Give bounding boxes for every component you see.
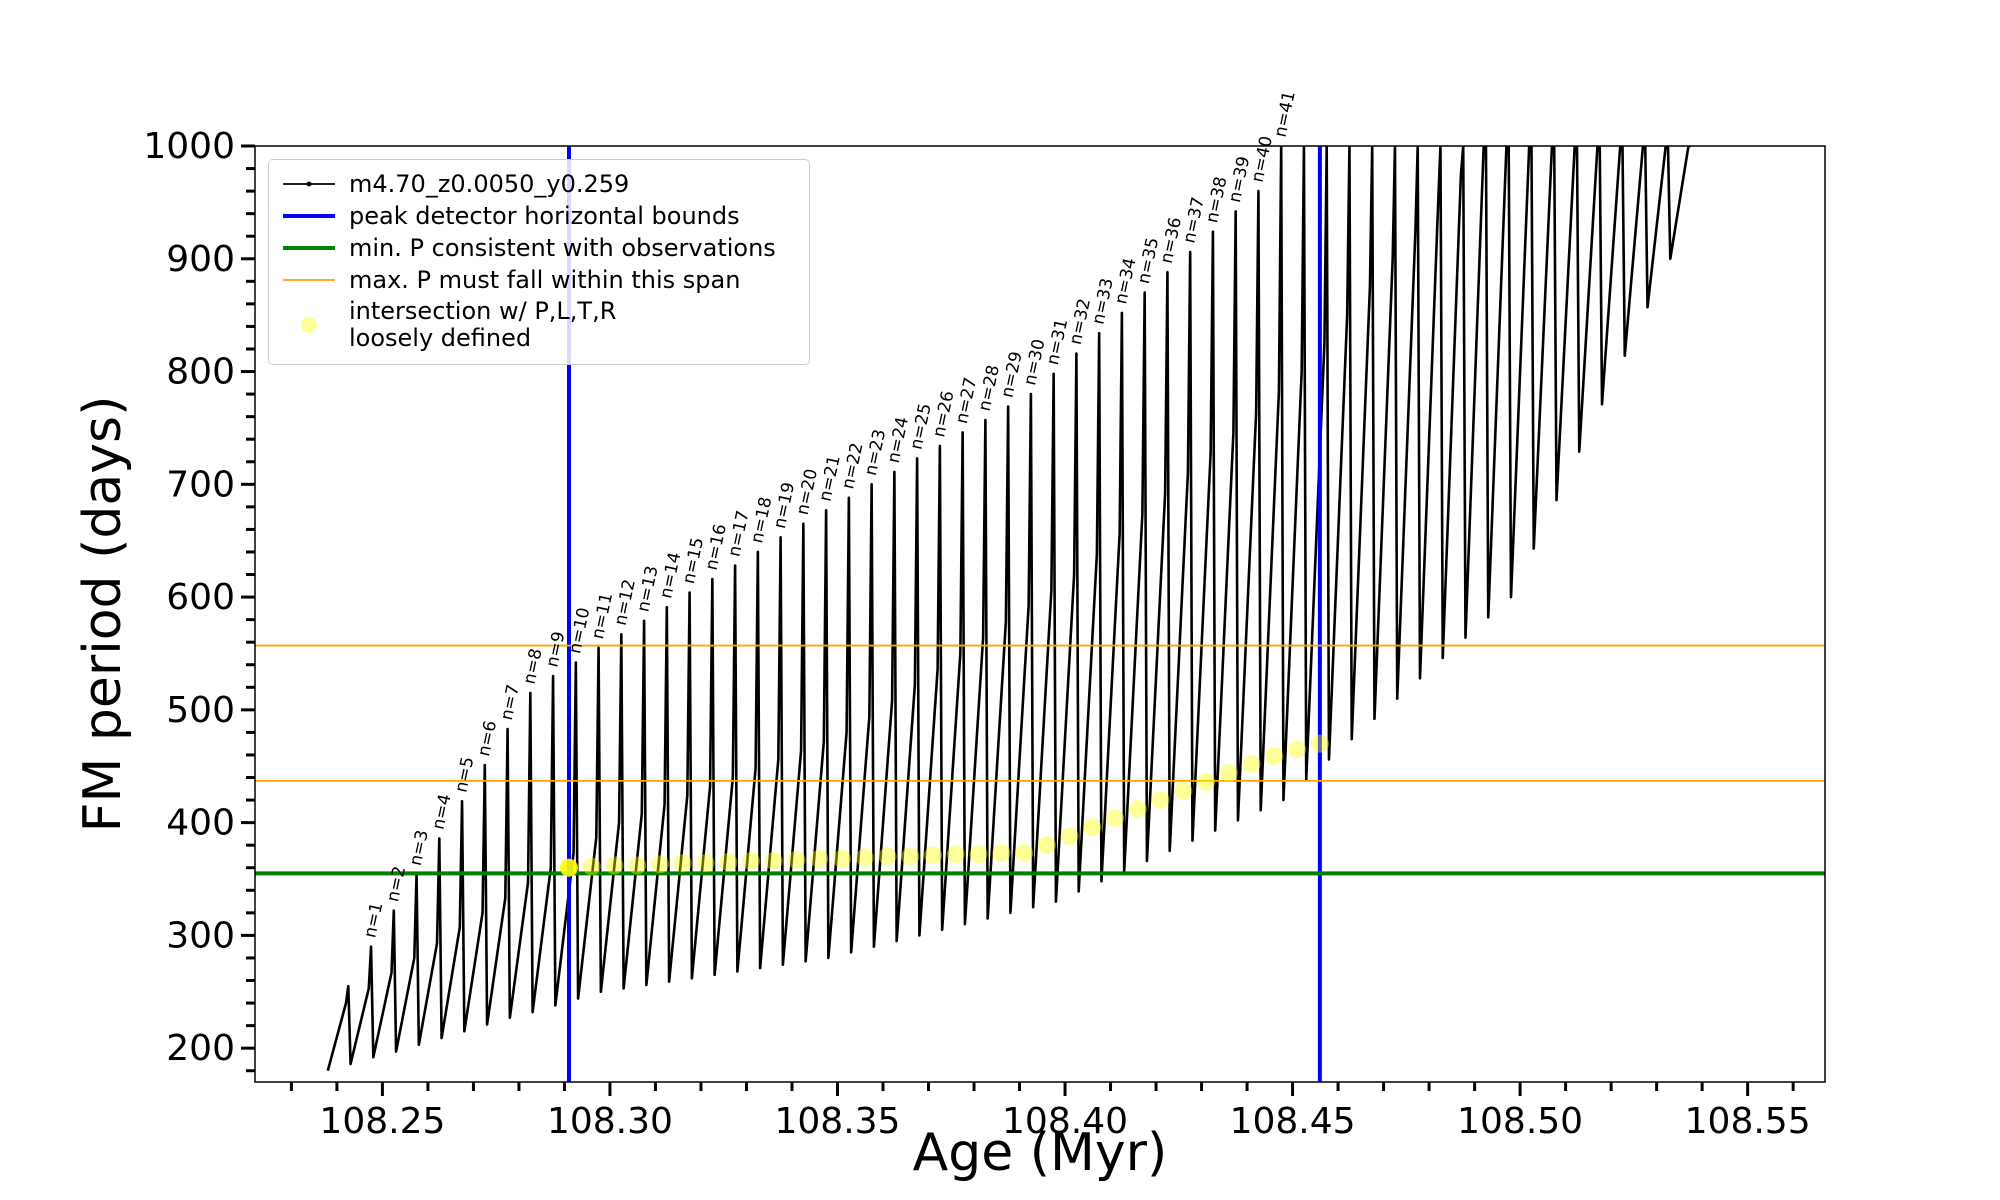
intersection-point: [787, 850, 806, 869]
intersection-point: [855, 848, 874, 867]
legend-swatch: [283, 246, 335, 250]
x-tick-label: 108.25: [319, 1101, 445, 1142]
intersection-point: [651, 855, 670, 874]
intersection-point: [1060, 827, 1079, 846]
peak-label: n=40: [1248, 134, 1277, 184]
legend-entry: max. P must fall within this span: [269, 266, 809, 294]
peak-label: n=4: [429, 792, 456, 831]
x-tick-label: 108.30: [547, 1101, 673, 1142]
legend-label: m4.70_z0.0050_y0.259: [349, 169, 630, 198]
y-tick-label: 800: [166, 352, 235, 393]
intersection-point: [810, 849, 829, 868]
peak-label: n=2: [383, 864, 410, 903]
intersection-point: [992, 844, 1011, 863]
intersection-point: [1174, 782, 1193, 801]
x-tick-label: 108.55: [1685, 1101, 1811, 1142]
legend-label: max. P must fall within this span: [349, 265, 741, 294]
intersection-point: [1151, 791, 1170, 810]
x-axis-title: Age (Myr): [913, 1123, 1168, 1183]
intersection-point: [901, 847, 920, 866]
model-track: [326, 146, 1691, 1072]
intersection-point: [878, 847, 897, 866]
intersection-point: [924, 846, 943, 865]
peak-label: n=1: [360, 900, 387, 939]
axes-frame: [254, 145, 1826, 1083]
intersection-point: [1265, 747, 1284, 766]
y-tick-label: 900: [166, 239, 235, 280]
peak-label: n=7: [497, 683, 524, 722]
legend-entry: intersection w/ P,L,T,R loosely defined: [269, 298, 809, 352]
intersection-point: [1015, 844, 1034, 863]
intersection-point: [969, 845, 988, 864]
peak-label: n=6: [474, 719, 501, 758]
intersection-point: [696, 854, 715, 873]
peak-label: n=5: [451, 755, 478, 794]
intersection-point: [628, 856, 647, 875]
intersection-point: [582, 857, 601, 876]
intersection-point: [742, 851, 761, 870]
peak-label: n=41: [1271, 89, 1300, 139]
intersection-point: [764, 851, 783, 870]
intersection-point: [560, 858, 578, 877]
intersection-point: [946, 845, 965, 864]
plot-area: [255, 146, 1825, 1082]
peak-label: n=8: [520, 647, 547, 686]
x-tick-label: 108.40: [1002, 1101, 1128, 1142]
legend-dot: [306, 181, 312, 187]
legend-label: min. P consistent with observations: [349, 233, 776, 262]
intersection-point: [1197, 773, 1216, 792]
legend-label: intersection w/ P,L,T,R loosely defined: [349, 297, 617, 352]
intersection-point: [1037, 836, 1056, 855]
intersection-point: [1219, 764, 1238, 783]
x-tick-label: 108.50: [1457, 1101, 1583, 1142]
intersection-point: [1083, 818, 1102, 837]
legend-swatch: [283, 181, 335, 187]
y-tick-label: 400: [166, 803, 235, 844]
intersection-point: [1106, 809, 1125, 828]
intersection-point: [1288, 740, 1307, 759]
y-tick-label: 600: [166, 577, 235, 618]
intersection-point: [1128, 800, 1147, 819]
intersection-point: [605, 856, 624, 875]
legend-entry: peak detector horizontal bounds: [269, 202, 809, 230]
x-tick-label: 108.35: [775, 1101, 901, 1142]
y-tick-label: 200: [166, 1028, 235, 1069]
y-axis-title: FM period (days): [73, 396, 133, 833]
intersection-point: [719, 853, 738, 872]
y-tick-label: 500: [166, 690, 235, 731]
legend-marker: [301, 317, 317, 333]
peak-label: n=3: [406, 828, 433, 867]
x-tick-label: 108.45: [1230, 1101, 1356, 1142]
y-tick-label: 700: [166, 464, 235, 505]
legend-entry: min. P consistent with observations: [269, 234, 809, 262]
legend-swatch: [283, 214, 335, 218]
intersection-point: [833, 849, 852, 868]
y-tick-label: 300: [166, 915, 235, 956]
legend-label: peak detector horizontal bounds: [349, 201, 740, 230]
intersection-point: [1242, 754, 1261, 773]
legend-swatch: [301, 317, 317, 333]
intersection-point: [1310, 734, 1329, 753]
intersection-point: [673, 854, 692, 873]
legend-entry: m4.70_z0.0050_y0.259: [269, 170, 809, 198]
y-tick-label: 1000: [143, 126, 235, 167]
legend-swatch: [283, 279, 335, 281]
